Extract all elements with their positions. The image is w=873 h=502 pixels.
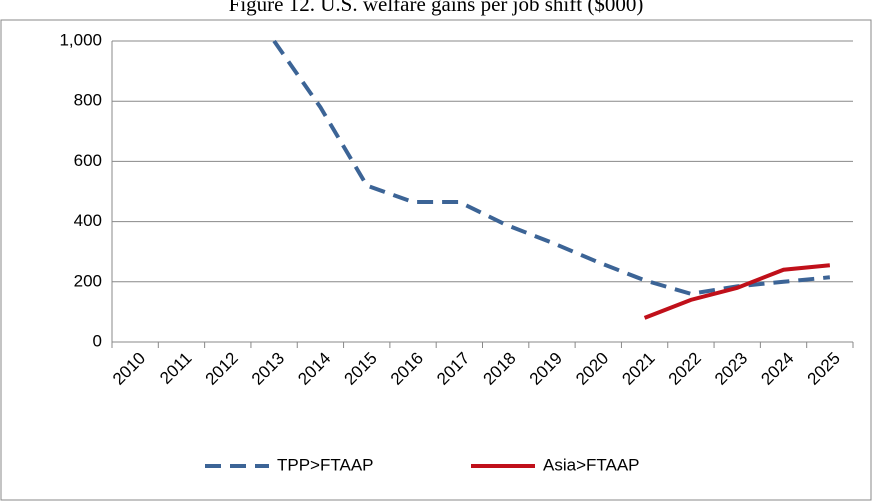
- y-tick-label: 400: [74, 211, 102, 230]
- line-series: [643, 263, 831, 320]
- chart-frame: [0, 19, 872, 501]
- y-tick-label: 600: [74, 151, 102, 170]
- chart-title: Figure 12. U.S. welfare gains per job sh…: [229, 0, 644, 16]
- legend-label: TPP>FTAAP: [277, 455, 374, 474]
- y-tick-label: 800: [74, 91, 102, 110]
- y-tick-label: 0: [93, 331, 102, 350]
- legend-label: Asia>FTAAP: [543, 455, 640, 474]
- y-tick-label: 200: [74, 271, 102, 290]
- y-tick-label: 1,000: [59, 30, 102, 49]
